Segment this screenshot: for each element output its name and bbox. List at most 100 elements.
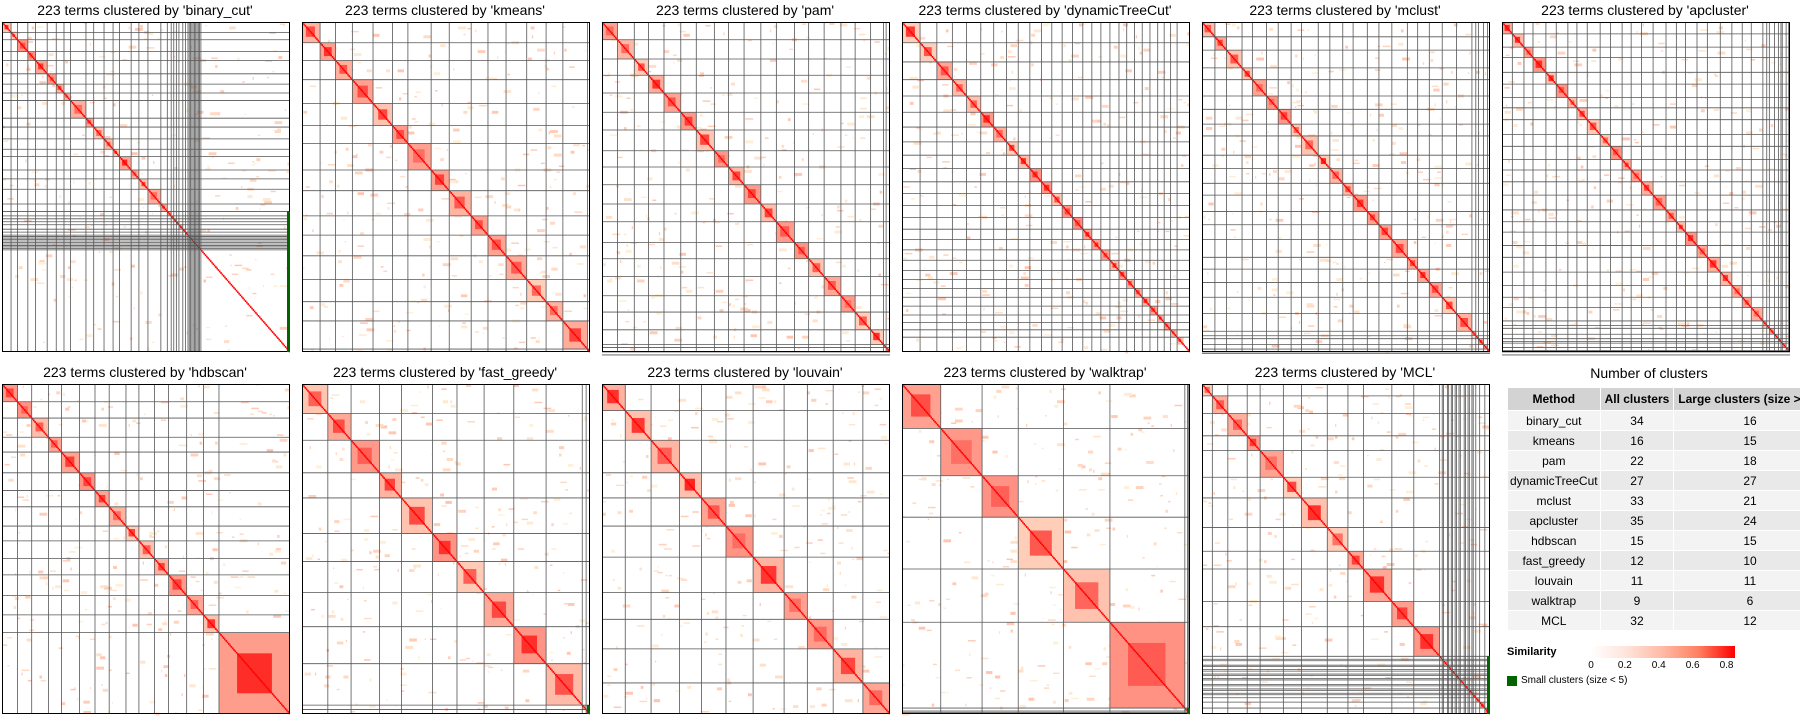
- heatmap-cell-speckle: [12, 595, 17, 598]
- heatmap-cell-speckle: [131, 152, 138, 156]
- diagonal-cell: [1260, 88, 1262, 91]
- diagonal-cell: [1313, 149, 1315, 152]
- heatmap-cell-speckle: [630, 109, 633, 111]
- heatmap-cell-speckle: [925, 273, 931, 277]
- heatmap-cell-speckle: [1169, 33, 1176, 37]
- heatmap-cell-speckle: [1509, 230, 1517, 233]
- diagonal-cell: [11, 394, 13, 397]
- heatmap-cell-speckle: [958, 193, 967, 197]
- diagonal-cell: [1614, 150, 1616, 153]
- heatmap-cell-speckle: [874, 647, 876, 649]
- diagonal-cell: [150, 554, 153, 556]
- diagonal-cell: [953, 81, 956, 83]
- diagonal-cell: [384, 116, 387, 119]
- heatmap-cell-speckle: [1161, 76, 1165, 79]
- diagonal-cell: [206, 255, 208, 258]
- diagonal-cell: [416, 515, 419, 518]
- heatmap-cell-speckle: [36, 282, 45, 284]
- heatmap-cell-speckle: [136, 422, 141, 424]
- diagonal-cell: [542, 297, 544, 300]
- diagonal-cell: [22, 45, 25, 48]
- heatmap-cell-speckle: [17, 106, 22, 110]
- diagonal-cell: [1462, 320, 1465, 323]
- diagonal-cell: [1089, 236, 1091, 239]
- diagonal-cell: [518, 632, 521, 635]
- heatmap-cell-speckle: [1393, 273, 1400, 277]
- heatmap-cell-speckle: [1275, 249, 1283, 253]
- heatmap-cell-speckle: [38, 570, 44, 574]
- diagonal-cell: [1174, 334, 1177, 337]
- heatmap-cell-speckle: [1261, 172, 1267, 175]
- diagonal-cell: [1155, 312, 1157, 314]
- diagonal-cell: [565, 323, 568, 326]
- panel-title: 223 terms clustered by 'dynamicTreeCut': [918, 2, 1172, 18]
- heatmap-cell-speckle: [1523, 241, 1531, 243]
- heatmap-cell-speckle: [732, 304, 736, 308]
- heatmap-cell-speckle: [1516, 245, 1523, 249]
- heatmap-cell-speckle: [1122, 298, 1129, 302]
- diagonal-cell: [710, 146, 713, 149]
- diagonal-cell: [942, 67, 944, 70]
- heatmap-cell-speckle: [393, 452, 398, 454]
- heatmap-cell-speckle: [266, 76, 270, 79]
- heatmap-cell-speckle: [1120, 54, 1127, 58]
- diagonal-cell: [1116, 267, 1118, 270]
- diagonal-cell: [379, 472, 382, 475]
- heatmap-cell-speckle: [475, 331, 479, 333]
- heatmap-cell-speckle: [1471, 337, 1479, 339]
- heatmap-cell-speckle: [1010, 44, 1017, 48]
- heatmap-cell-speckle: [212, 548, 218, 552]
- heatmap-cell-speckle: [1570, 323, 1577, 326]
- heatmap-cell-speckle: [498, 563, 501, 565]
- diagonal-cell: [1447, 303, 1449, 305]
- heatmap-cell-speckle: [943, 109, 952, 113]
- diagonal-cell: [884, 346, 887, 348]
- diagonal-cell: [445, 186, 447, 189]
- heatmap-cell-speckle: [980, 53, 985, 55]
- heatmap-cell-speckle: [520, 301, 527, 305]
- heatmap-svg: [1202, 22, 1490, 354]
- heatmap-cell-speckle: [658, 543, 667, 546]
- heatmap-cell-speckle: [1292, 221, 1294, 225]
- heatmap-cell-speckle: [340, 116, 348, 120]
- heatmap-cell-speckle: [579, 466, 581, 470]
- diagonal-cell: [1783, 344, 1786, 347]
- heatmap-cell-speckle: [874, 388, 881, 390]
- heatmap-cell-speckle: [1678, 215, 1686, 219]
- diagonal-cell: [58, 87, 61, 89]
- diagonal-cell: [547, 303, 549, 305]
- heatmap-cell-speckle: [409, 638, 417, 642]
- heatmap-cell-speckle: [1382, 45, 1391, 48]
- diagonal-cell: [620, 404, 622, 407]
- heatmap-cell-speckle: [1354, 310, 1360, 314]
- diagonal-cell: [1358, 201, 1360, 203]
- diagonal-cell: [455, 198, 458, 200]
- heatmap-cell-speckle: [1522, 251, 1530, 255]
- heatmap-cell-speckle: [484, 539, 486, 543]
- diagonal-cell: [522, 275, 525, 277]
- heatmap-cell-speckle: [1576, 121, 1580, 125]
- diagonal-cell: [861, 319, 864, 322]
- diagonal-cell: [17, 401, 20, 404]
- diagonal-cell: [12, 33, 14, 36]
- heatmap-cell-speckle: [1508, 303, 1514, 307]
- heatmap-cell-speckle: [1113, 45, 1118, 49]
- diagonal-cell: [700, 134, 702, 137]
- diagonal-cell: [83, 477, 85, 480]
- panel-title: 223 terms clustered by 'kmeans': [345, 2, 545, 18]
- heatmap-cell-speckle: [1168, 198, 1171, 202]
- heatmap-cell-speckle: [405, 186, 408, 188]
- diagonal-cell: [74, 104, 76, 107]
- diagonal-cell: [862, 320, 865, 323]
- diagonal-cell: [1397, 245, 1399, 248]
- diagonal-cell: [259, 678, 261, 681]
- diagonal-cell: [13, 35, 16, 38]
- diagonal-cell: [656, 84, 658, 86]
- diagonal-cell: [405, 140, 407, 143]
- heatmap-cell-speckle: [866, 490, 875, 494]
- diagonal-cell: [260, 317, 262, 320]
- diagonal-cell: [1133, 286, 1135, 289]
- heatmap-cell-speckle: [311, 608, 315, 611]
- heatmap-cell-speckle: [380, 266, 384, 268]
- heatmap-cell-speckle: [816, 238, 823, 240]
